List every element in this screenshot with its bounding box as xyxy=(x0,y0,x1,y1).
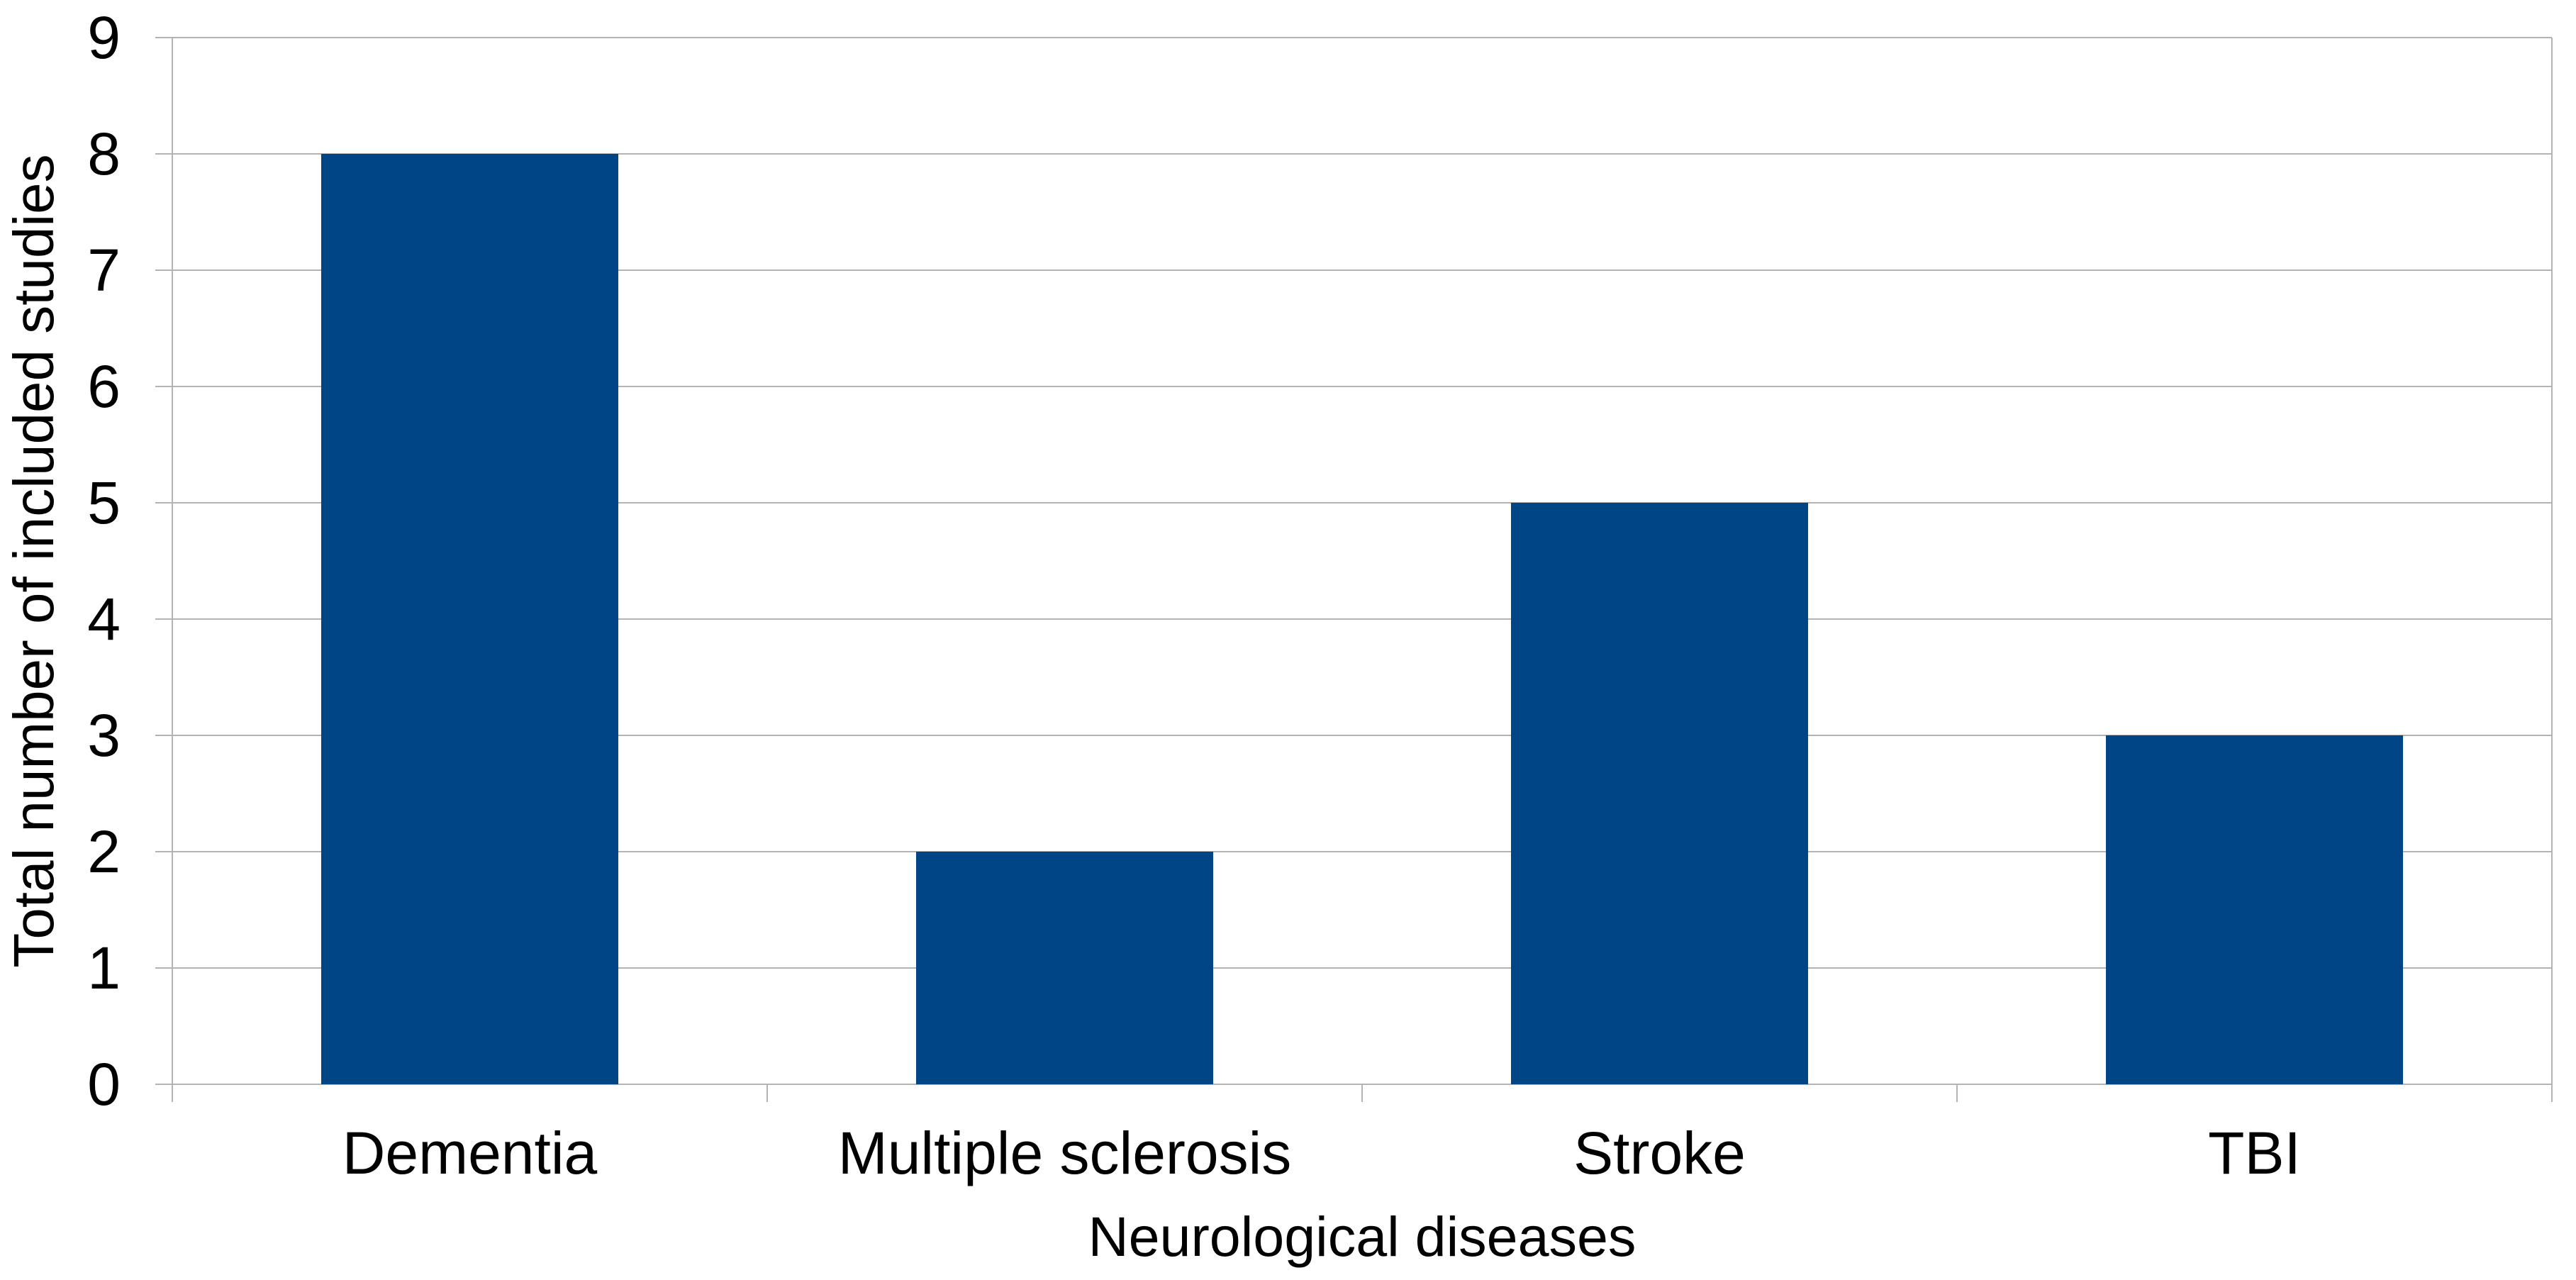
bar-stroke xyxy=(1510,503,1809,1084)
x-axis-title: Neurological diseases xyxy=(1088,1205,1637,1268)
bar-multiple-sclerosis xyxy=(915,852,1214,1084)
y-tick-label: 1 xyxy=(87,935,121,1001)
bar-tbi xyxy=(2105,735,2404,1084)
y-tick-label: 4 xyxy=(87,586,121,652)
y-tick-label: 7 xyxy=(87,237,121,304)
gridline xyxy=(155,386,2552,387)
gridline xyxy=(155,967,2552,969)
x-category-label: TBI xyxy=(2208,1120,2301,1186)
gridline xyxy=(155,618,2552,620)
y-tick-label: 2 xyxy=(87,818,121,885)
x-axis-tick xyxy=(1956,1084,1958,1102)
gridline xyxy=(155,37,2552,38)
y-tick-label: 0 xyxy=(87,1051,121,1118)
x-axis-line xyxy=(155,1084,2552,1085)
gridline xyxy=(155,735,2552,736)
x-category-label: Multiple sclerosis xyxy=(837,1120,1292,1186)
y-tick-label: 5 xyxy=(87,469,121,536)
y-axis-title: Total number of included studies xyxy=(2,154,65,968)
gridline xyxy=(155,851,2552,852)
y-tick-label: 8 xyxy=(87,121,121,187)
y-tick-label: 3 xyxy=(87,702,121,769)
plot-right-border xyxy=(2551,38,2553,1102)
y-tick-label: 9 xyxy=(87,4,121,71)
y-tick-label: 6 xyxy=(87,353,121,420)
x-axis-tick xyxy=(766,1084,768,1102)
gridline xyxy=(155,269,2552,271)
x-category-label: Dementia xyxy=(342,1120,598,1186)
y-axis-line xyxy=(172,38,173,1102)
bar-dementia xyxy=(320,154,619,1084)
x-axis-tick xyxy=(1361,1084,1363,1102)
gridline xyxy=(155,153,2552,155)
gridline xyxy=(155,502,2552,503)
x-category-label: Stroke xyxy=(1573,1120,1746,1186)
